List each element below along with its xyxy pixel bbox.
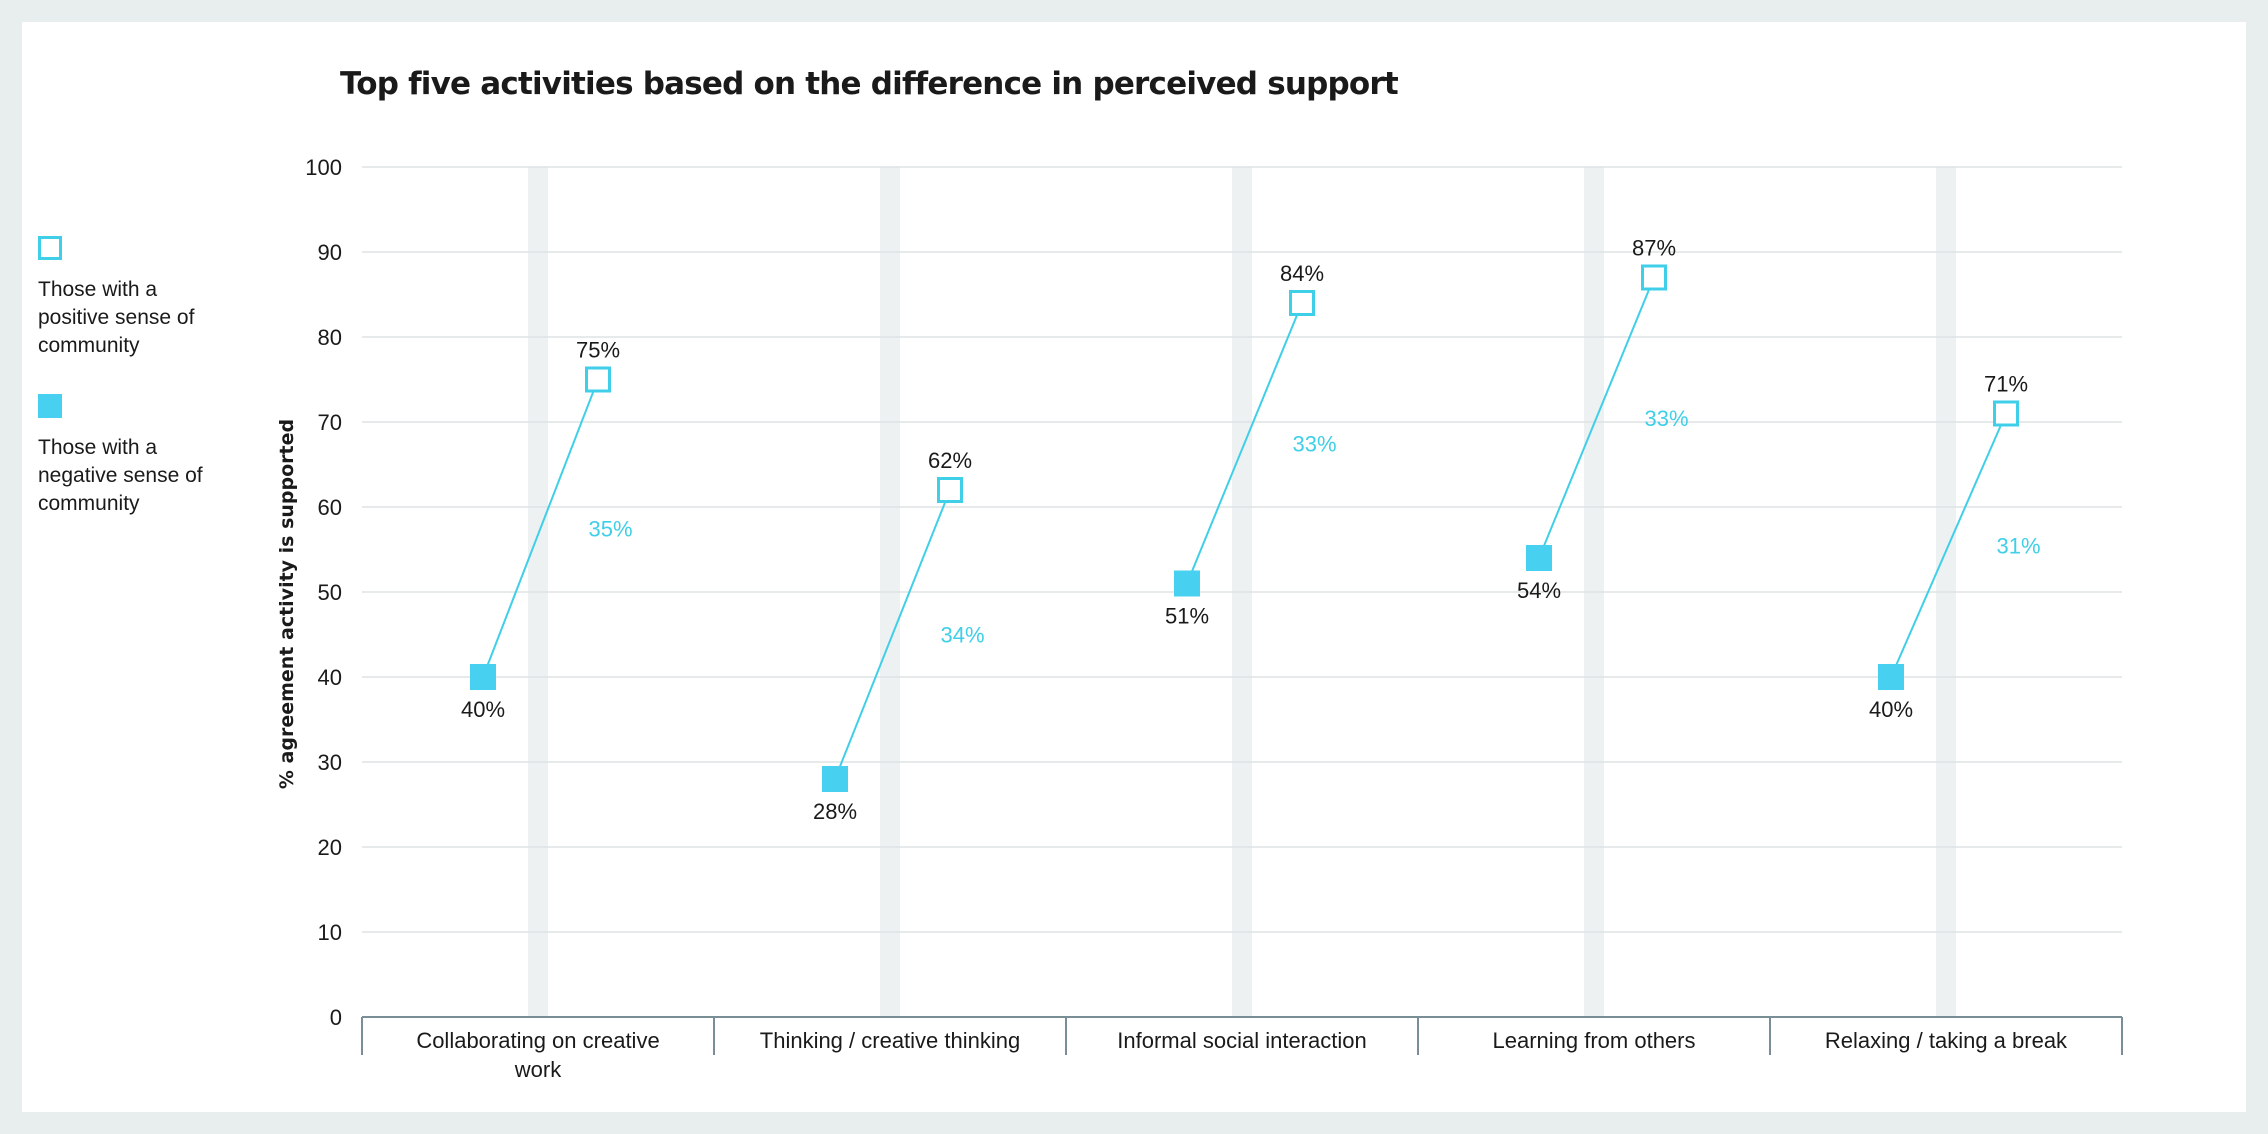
positive-value-label: 62% xyxy=(928,448,972,473)
y-tick-label: 10 xyxy=(318,920,342,945)
y-tick-label: 30 xyxy=(318,750,342,775)
y-tick-label: 90 xyxy=(318,240,342,265)
positive-value-label: 75% xyxy=(576,338,620,363)
hollow-square-icon xyxy=(38,236,62,260)
positive-point xyxy=(585,366,611,393)
y-tick-label: 0 xyxy=(330,1005,342,1030)
negative-point xyxy=(1526,545,1552,571)
positive-point xyxy=(1289,290,1315,316)
legend-item-negative: Those with a negative sense of community xyxy=(38,394,238,518)
legend: Those with a positive sense of community… xyxy=(38,236,238,552)
x-category-label: Informal social interaction xyxy=(1117,1028,1366,1053)
y-tick-label: 60 xyxy=(318,495,342,520)
connector-line xyxy=(1890,413,2007,678)
negative-point xyxy=(1878,664,1904,690)
connector-line xyxy=(834,489,951,780)
x-axis: Collaborating on creative work Thinking / … xyxy=(361,1016,2123,1082)
y-axis-label: % agreement activity is supported xyxy=(276,419,298,789)
x-category-label: Thinking / creative thinking xyxy=(760,1028,1020,1053)
difference-label: 31% xyxy=(1996,533,2040,558)
positive-value-label: 84% xyxy=(1280,261,1324,286)
connector-lines xyxy=(482,277,2007,780)
negative-value-label: 51% xyxy=(1165,604,1209,629)
difference-label: 34% xyxy=(940,623,984,648)
y-axis-ticks: 0 10 20 30 40 50 60 70 80 90 100 xyxy=(305,155,342,1030)
positive-point xyxy=(1641,264,1667,291)
negative-point xyxy=(822,766,848,792)
negative-point xyxy=(1174,570,1200,597)
y-tick-label: 70 xyxy=(318,410,342,435)
difference-label: 33% xyxy=(1644,406,1688,431)
chart-panel xyxy=(22,22,2246,1112)
connector-line xyxy=(482,379,599,678)
connector-line xyxy=(1186,302,1303,584)
positive-point xyxy=(937,477,963,503)
difference-label: 35% xyxy=(588,516,632,541)
data-labels: 75% 40% 35% 62% 28% 34% 84% 51% 33% 87% 54% 33% 71% 4… xyxy=(461,236,2041,825)
x-category-label: Relaxing / taking a break xyxy=(1825,1028,2068,1053)
negative-value-label: 40% xyxy=(1869,697,1913,722)
y-tick-label: 100 xyxy=(305,155,342,180)
y-tick-label: 20 xyxy=(318,835,342,860)
x-category-label: Collaborating on creative work xyxy=(416,1028,659,1082)
legend-label-negative: Those with a negative sense of community xyxy=(38,436,203,515)
negative-value-label: 28% xyxy=(813,799,857,824)
y-tick-label: 50 xyxy=(318,580,342,605)
negative-point xyxy=(470,664,496,690)
legend-label-positive: Those with a positive sense of community xyxy=(38,278,195,357)
positive-value-label: 71% xyxy=(1984,372,2028,397)
connector-line xyxy=(1538,277,1655,559)
filled-square-icon xyxy=(38,394,62,418)
chart-title: Top five activities based on the differe… xyxy=(340,66,1399,102)
negative-value-label: 40% xyxy=(461,697,505,722)
x-category-label: Learning from others xyxy=(1493,1028,1696,1053)
y-tick-label: 40 xyxy=(318,665,342,690)
y-tick-label: 80 xyxy=(318,325,342,350)
positive-value-label: 87% xyxy=(1632,236,1676,261)
legend-item-positive: Those with a positive sense of community xyxy=(38,236,238,360)
difference-label: 33% xyxy=(1292,431,1336,456)
data-points xyxy=(470,264,2019,792)
positive-point xyxy=(1993,400,2019,427)
negative-value-label: 54% xyxy=(1517,578,1561,603)
